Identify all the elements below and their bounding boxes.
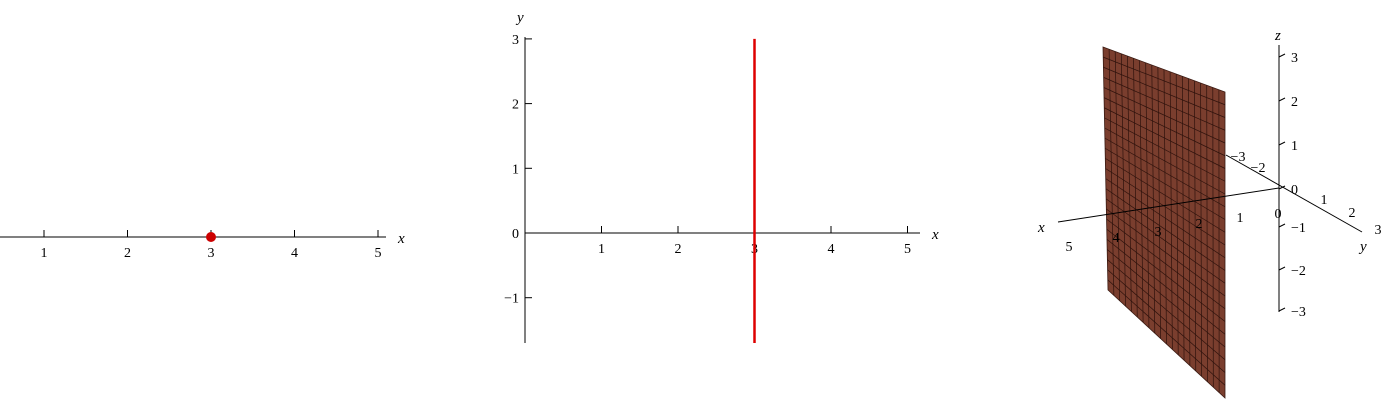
mesh-line <box>1105 158 1226 233</box>
mesh-line <box>1104 117 1226 182</box>
x-tick-label: 3 <box>208 246 215 261</box>
mesh-line <box>1103 56 1226 106</box>
z-tick-label: −2 <box>1291 264 1306 279</box>
x-axis-label: x <box>1037 220 1045 236</box>
z-tick-label: 0 <box>1291 183 1298 198</box>
x-tick-labels: 1 2 3 4 5 <box>41 246 382 261</box>
y-tick-label: −1 <box>504 292 519 307</box>
z-axis-ticks <box>1278 53 1286 312</box>
x-tick-labels: 5 4 3 2 1 0 <box>1066 207 1282 255</box>
mesh-line <box>1105 188 1226 271</box>
y-tick-label: 0 <box>512 227 519 242</box>
y-tick-labels: −3 −2 1 2 3 <box>1231 150 1382 238</box>
mesh-line <box>1104 127 1226 195</box>
x-tick-label: 5 <box>904 242 911 257</box>
y-axis-label: y <box>515 10 524 26</box>
mesh-line <box>1107 269 1226 373</box>
data-points <box>206 232 216 242</box>
number-line-chart: 1 2 3 4 5 x <box>0 230 405 261</box>
x-tick-label: 4 <box>1113 231 1120 246</box>
z-tick <box>1278 223 1286 228</box>
x-tick-label: 1 <box>598 242 605 257</box>
y-tick-label: −2 <box>1251 161 1266 176</box>
x-axis-line <box>1057 187 1280 223</box>
mesh-line <box>1104 137 1226 208</box>
z-tick <box>1278 307 1286 312</box>
mesh-line <box>1106 228 1226 322</box>
z-tick <box>1278 266 1286 271</box>
y-tick-label: 3 <box>512 33 519 48</box>
mesh-line <box>1105 178 1226 259</box>
y-tick-label: 1 <box>1321 193 1328 208</box>
z-axis-label: z <box>1274 28 1281 44</box>
y-axis-line <box>1225 154 1363 233</box>
z-tick <box>1278 141 1286 146</box>
mesh-line <box>1103 97 1226 157</box>
x-tick-label: 3 <box>1155 225 1162 240</box>
z-tick-label: 2 <box>1291 95 1298 110</box>
x-tick-label: 4 <box>291 246 298 261</box>
z-tick-label: −3 <box>1291 305 1306 320</box>
x-axis-label: x <box>397 231 405 247</box>
z-tick-label: −1 <box>1291 221 1306 236</box>
mesh-line <box>1106 218 1226 310</box>
x-axis-label: x <box>931 227 939 243</box>
x-tick-label: 1 <box>41 246 48 261</box>
mesh-line <box>1105 198 1226 284</box>
y-axis-label: y <box>1358 239 1367 255</box>
y-tick-labels: −1 0 1 2 3 <box>504 33 519 307</box>
x-tick-label: 2 <box>1196 217 1203 232</box>
x-tick-label: 2 <box>675 242 682 257</box>
y-tick-label: 2 <box>512 98 519 113</box>
plane-mesh <box>1103 49 1226 393</box>
z-tick-labels: 3 2 1 0 −1 −2 −3 <box>1291 51 1306 320</box>
x-tick-label: 5 <box>1066 240 1073 255</box>
mesh-line <box>1104 147 1226 220</box>
y-tick-label: 2 <box>1349 206 1356 221</box>
mesh-line <box>1106 249 1226 348</box>
x-tick-label: 4 <box>828 242 835 257</box>
x-tick-label: 2 <box>124 246 131 261</box>
plane-chart: 1 2 3 4 5 −1 0 1 2 3 y x <box>504 10 939 343</box>
mesh-line <box>1106 239 1226 335</box>
x-tick-label: 0 <box>1275 207 1282 222</box>
y-tick-label: −3 <box>1231 150 1246 165</box>
z-tick <box>1278 97 1286 102</box>
z-tick-label: 1 <box>1291 139 1298 154</box>
mesh-line <box>1105 168 1226 246</box>
mesh-line <box>1107 259 1226 361</box>
mesh-line <box>1103 87 1226 144</box>
z-tick-label: 3 <box>1291 51 1298 66</box>
z-tick <box>1278 53 1286 58</box>
mesh-line <box>1103 77 1226 131</box>
z-tick <box>1278 185 1286 190</box>
space-chart: 3 2 1 0 −1 −2 −3 z 5 4 3 2 1 0 x −3 −2 1 2 3 y <box>1037 28 1382 399</box>
mesh-line <box>1103 66 1226 118</box>
x-tick-label: 5 <box>375 246 382 261</box>
mesh-line <box>1104 107 1226 169</box>
data-point-x-3 <box>206 232 216 242</box>
y-axis-ticks <box>525 38 532 299</box>
mesh-line <box>1107 279 1226 386</box>
x-tick-label: 1 <box>1237 211 1244 226</box>
y-tick-label: 3 <box>1375 223 1382 238</box>
mesh-line <box>1106 208 1226 297</box>
y-tick-label: 1 <box>512 162 519 177</box>
